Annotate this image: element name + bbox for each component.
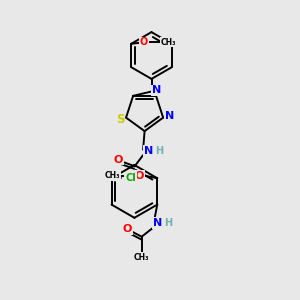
Text: O: O [140, 37, 148, 47]
Text: N: N [152, 85, 161, 95]
Text: S: S [116, 112, 124, 126]
Text: N: N [144, 146, 153, 156]
Text: CH₃: CH₃ [161, 38, 176, 47]
Text: H: H [164, 218, 172, 228]
Text: O: O [135, 171, 144, 181]
Text: CH₃: CH₃ [104, 171, 120, 180]
Text: O: O [123, 224, 132, 234]
Text: Cl: Cl [125, 173, 136, 183]
Text: O: O [113, 154, 123, 165]
Text: N: N [153, 218, 162, 228]
Text: CH₃: CH₃ [134, 253, 149, 262]
Text: N: N [165, 111, 174, 121]
Text: H: H [154, 146, 163, 156]
